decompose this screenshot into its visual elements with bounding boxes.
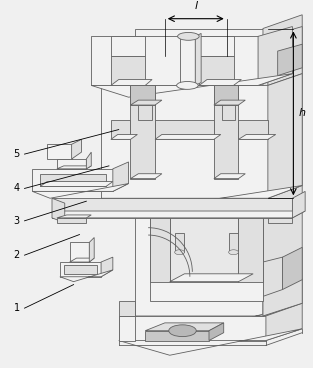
- Polygon shape: [101, 185, 302, 211]
- Text: 5: 5: [13, 149, 20, 159]
- Polygon shape: [52, 198, 65, 223]
- Polygon shape: [113, 162, 129, 191]
- Ellipse shape: [177, 32, 199, 40]
- Polygon shape: [136, 28, 263, 316]
- Polygon shape: [40, 181, 113, 187]
- Polygon shape: [228, 233, 239, 252]
- Polygon shape: [89, 237, 94, 262]
- Polygon shape: [199, 79, 241, 85]
- Ellipse shape: [228, 250, 239, 255]
- Polygon shape: [239, 134, 276, 139]
- Polygon shape: [214, 174, 245, 178]
- Polygon shape: [119, 316, 266, 340]
- Polygon shape: [32, 169, 113, 191]
- Polygon shape: [111, 36, 145, 56]
- Polygon shape: [263, 15, 302, 316]
- Polygon shape: [70, 243, 89, 262]
- Polygon shape: [199, 56, 233, 85]
- Polygon shape: [111, 134, 137, 139]
- Polygon shape: [131, 174, 162, 178]
- Text: 2: 2: [13, 250, 20, 260]
- Polygon shape: [101, 85, 268, 198]
- Polygon shape: [145, 323, 224, 331]
- Polygon shape: [119, 301, 136, 316]
- Polygon shape: [60, 270, 113, 282]
- Polygon shape: [91, 36, 258, 85]
- Polygon shape: [145, 331, 209, 340]
- Polygon shape: [111, 79, 152, 85]
- Polygon shape: [170, 274, 253, 282]
- Polygon shape: [222, 105, 235, 120]
- Polygon shape: [283, 247, 302, 290]
- Polygon shape: [209, 323, 224, 340]
- Polygon shape: [214, 100, 245, 105]
- Polygon shape: [91, 74, 292, 97]
- Polygon shape: [214, 85, 239, 105]
- Polygon shape: [258, 26, 292, 85]
- Text: 4: 4: [14, 183, 20, 194]
- Polygon shape: [47, 144, 72, 159]
- Polygon shape: [268, 74, 302, 198]
- Text: 1: 1: [14, 303, 20, 313]
- Polygon shape: [138, 105, 152, 120]
- Polygon shape: [263, 257, 283, 296]
- Polygon shape: [52, 211, 305, 218]
- Polygon shape: [72, 139, 81, 159]
- Polygon shape: [239, 134, 263, 282]
- Polygon shape: [64, 265, 97, 274]
- Polygon shape: [150, 134, 170, 282]
- Polygon shape: [170, 134, 239, 282]
- Polygon shape: [57, 159, 86, 169]
- Polygon shape: [57, 215, 91, 218]
- Polygon shape: [266, 303, 302, 340]
- Polygon shape: [60, 262, 101, 277]
- Polygon shape: [155, 120, 214, 139]
- Polygon shape: [40, 174, 106, 187]
- Polygon shape: [292, 191, 305, 218]
- Polygon shape: [263, 279, 302, 316]
- Polygon shape: [52, 198, 292, 218]
- Ellipse shape: [175, 250, 184, 255]
- Polygon shape: [32, 184, 129, 198]
- Polygon shape: [86, 152, 91, 169]
- Ellipse shape: [177, 81, 198, 89]
- Polygon shape: [131, 85, 155, 105]
- Polygon shape: [239, 120, 268, 139]
- Polygon shape: [57, 166, 91, 169]
- Polygon shape: [195, 33, 201, 85]
- Polygon shape: [119, 329, 302, 355]
- Polygon shape: [101, 257, 113, 277]
- Polygon shape: [175, 233, 184, 252]
- Polygon shape: [150, 105, 263, 301]
- Polygon shape: [214, 85, 239, 178]
- Polygon shape: [180, 36, 195, 85]
- Text: 3: 3: [14, 216, 20, 226]
- Polygon shape: [268, 218, 292, 223]
- Polygon shape: [199, 36, 233, 56]
- Polygon shape: [131, 85, 155, 178]
- Polygon shape: [57, 218, 86, 223]
- Text: l: l: [194, 1, 197, 11]
- Polygon shape: [155, 134, 221, 139]
- Polygon shape: [119, 316, 136, 340]
- Polygon shape: [111, 56, 145, 85]
- Ellipse shape: [169, 325, 196, 337]
- Polygon shape: [131, 100, 162, 105]
- Polygon shape: [170, 127, 253, 134]
- Text: h: h: [298, 109, 305, 118]
- Polygon shape: [268, 26, 302, 85]
- Polygon shape: [136, 303, 302, 339]
- Polygon shape: [70, 258, 94, 262]
- Polygon shape: [111, 120, 131, 139]
- Polygon shape: [278, 44, 302, 75]
